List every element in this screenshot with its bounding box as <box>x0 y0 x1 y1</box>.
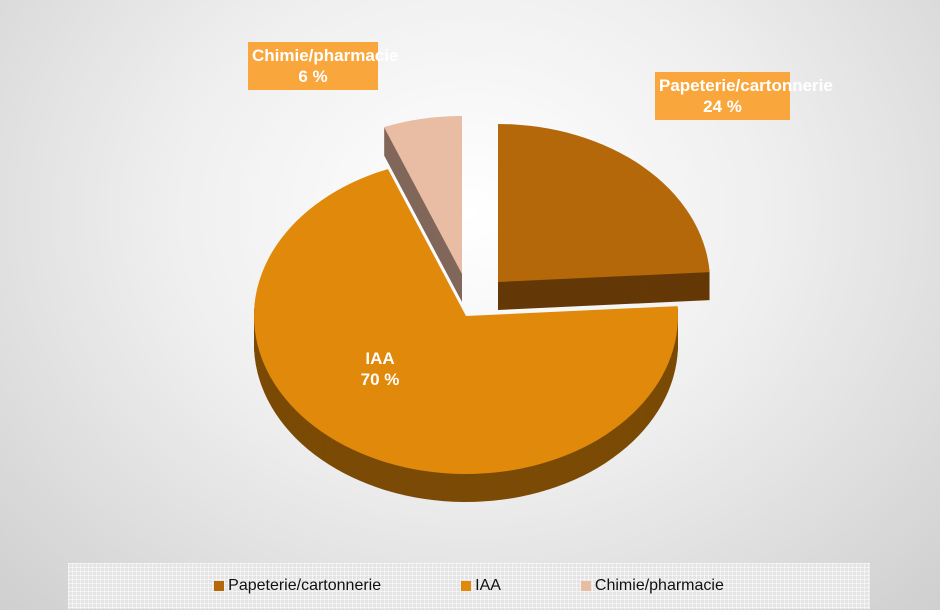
legend-item: IAA <box>461 577 501 595</box>
legend-label: IAA <box>475 577 501 594</box>
slice <box>383 116 462 274</box>
slice <box>254 169 679 474</box>
data-label-category: Chimie/pharmacie <box>252 46 399 65</box>
legend-label: Chimie/pharmacie <box>594 577 724 594</box>
data-label-value: 70 % <box>360 370 400 389</box>
data-label: Papeterie/cartonnerie 24 % <box>655 72 833 120</box>
legend-swatch <box>580 581 591 591</box>
slice <box>498 124 710 282</box>
legend-item: Chimie/pharmacie <box>580 577 724 595</box>
legend-item: Papeterie/cartonnerie <box>214 577 381 595</box>
legend-swatch <box>461 581 472 591</box>
legend: Papeterie/cartonnerie IAA Chimie/pharmacie <box>68 563 870 609</box>
legend-swatch <box>214 581 225 591</box>
data-label-value: 6 % <box>298 67 328 86</box>
data-label-value: 24 % <box>703 97 742 116</box>
data-label: Chimie/pharmacie 6 % <box>248 42 399 90</box>
data-label-category: Papeterie/cartonnerie <box>659 76 833 95</box>
data-label-category: IAA <box>365 349 395 368</box>
legend-label: Papeterie/cartonnerie <box>228 577 382 594</box>
data-label: IAA 70 % <box>345 345 415 393</box>
